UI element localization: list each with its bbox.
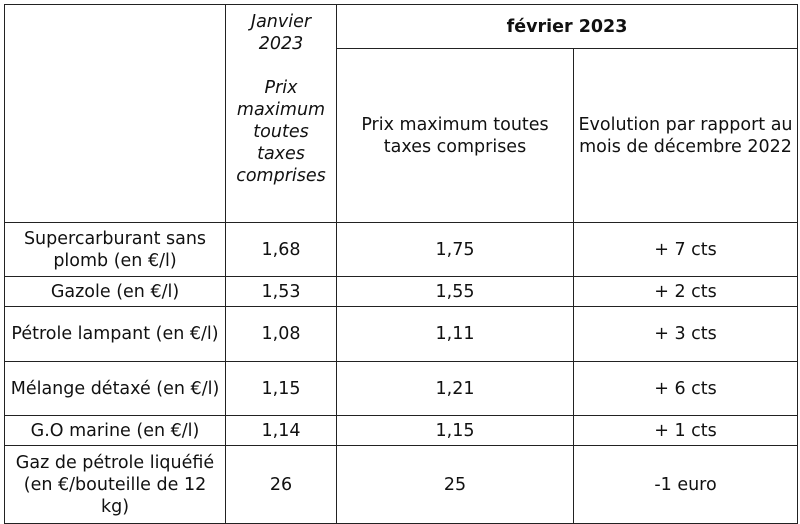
table-row: Mélange détaxé (en €/l) 1,15 1,21 + 6 ct…: [4, 361, 799, 416]
table-row: Gaz de pétrole liquéfié (en €/bouteille …: [4, 445, 799, 524]
evolution-cell: + 2 cts: [572, 276, 799, 307]
february-price-header: Prix maximum toutes taxes comprises: [336, 48, 574, 223]
february-price-cell: 1,55: [336, 276, 574, 307]
february-price-cell: 25: [336, 445, 574, 524]
january-header-cell: Janvier 2023 Prix maximum toutes taxes c…: [225, 4, 337, 223]
january-price-cell: 1,53: [225, 276, 337, 307]
february-price-cell: 1,15: [336, 415, 574, 446]
january-price-cell: 1,14: [225, 415, 337, 446]
january-title: Janvier 2023: [250, 12, 312, 54]
evolution-cell: + 7 cts: [572, 222, 799, 277]
january-price-cell: 1,08: [225, 306, 337, 362]
february-price-cell: 1,21: [336, 361, 574, 416]
product-cell: Supercarburant sans plomb (en €/l): [4, 222, 226, 277]
february-title: février 2023: [335, 4, 799, 49]
table-row: Pétrole lampant (en €/l) 1,08 1,11 + 3 c…: [4, 306, 799, 362]
table-row: Supercarburant sans plomb (en €/l) 1,68 …: [4, 222, 799, 277]
product-cell: Pétrole lampant (en €/l): [4, 306, 226, 362]
february-price-cell: 1,75: [336, 222, 574, 277]
product-cell: Gaz de pétrole liquéfié (en €/bouteille …: [4, 445, 226, 524]
february-evolution-header: Evolution par rapport au mois de décembr…: [572, 48, 799, 223]
table-row: G.O marine (en €/l) 1,14 1,15 + 1 cts: [4, 415, 799, 446]
evolution-cell: + 6 cts: [572, 361, 799, 416]
empty-corner-cell: [4, 4, 226, 223]
product-cell: Gazole (en €/l): [4, 276, 226, 307]
january-price-cell: 1,15: [225, 361, 337, 416]
evolution-cell: + 3 cts: [572, 306, 799, 362]
fuel-price-table: Janvier 2023 Prix maximum toutes taxes c…: [4, 4, 799, 524]
evolution-cell: + 1 cts: [572, 415, 799, 446]
evolution-cell: -1 euro: [572, 445, 799, 524]
february-price-cell: 1,11: [336, 306, 574, 362]
product-cell: Mélange détaxé (en €/l): [4, 361, 226, 416]
january-subtitle: Prix maximum toutes taxes comprises: [236, 78, 326, 186]
january-price-cell: 1,68: [225, 222, 337, 277]
product-cell: G.O marine (en €/l): [4, 415, 226, 446]
table-row: Gazole (en €/l) 1,53 1,55 + 2 cts: [4, 276, 799, 307]
january-price-cell: 26: [225, 445, 337, 524]
